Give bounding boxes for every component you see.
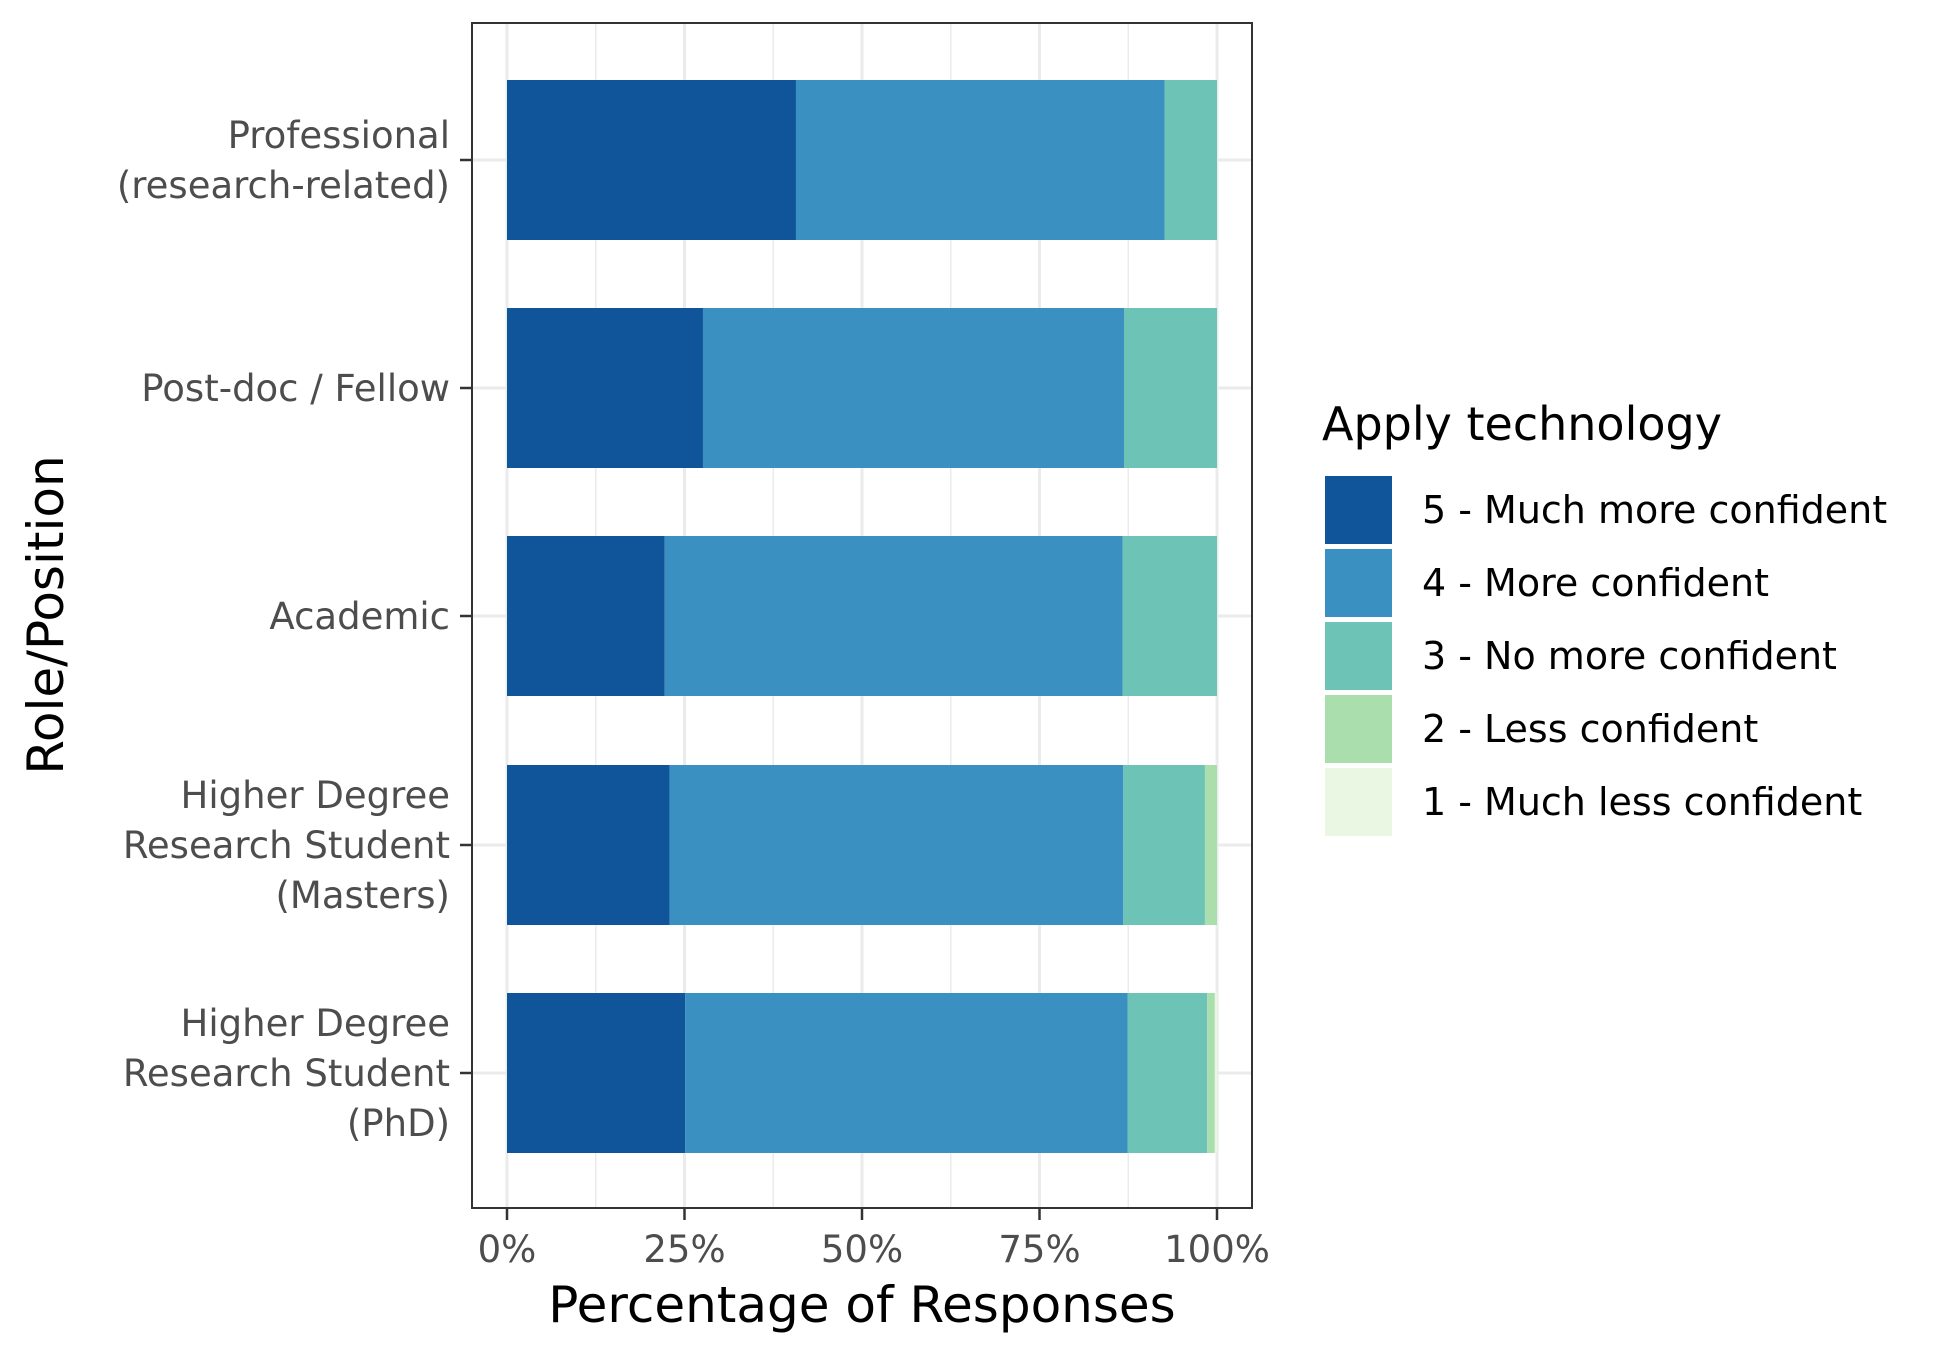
x-axis-title: Percentage of Responses bbox=[548, 1276, 1175, 1334]
bars bbox=[507, 80, 1217, 1153]
bar-segment bbox=[685, 993, 1128, 1153]
x-tick-label: 50% bbox=[821, 1228, 903, 1271]
y-tick-label-line: Research Student bbox=[123, 1052, 450, 1095]
y-tick-label-line: Academic bbox=[269, 595, 450, 638]
legend-key bbox=[1325, 768, 1392, 836]
y-tick-label: Professional (research-related) bbox=[117, 114, 450, 207]
legend-label: 4 - More confident bbox=[1422, 561, 1769, 605]
y-tick-label-line: (PhD) bbox=[347, 1102, 450, 1145]
bar-segment bbox=[507, 993, 686, 1153]
bar-segment bbox=[1123, 308, 1217, 468]
legend-label: 2 - Less confident bbox=[1422, 707, 1758, 751]
bar-segment bbox=[1214, 993, 1217, 1153]
legend-key bbox=[1325, 695, 1392, 763]
x-axis: 0% 25% 50% 75% 100% bbox=[478, 1208, 1270, 1271]
bar-segment bbox=[507, 308, 703, 468]
legend-key bbox=[1325, 476, 1392, 544]
bar-segment bbox=[669, 765, 1124, 925]
x-tick-label: 25% bbox=[643, 1228, 725, 1271]
bar-segment bbox=[1127, 993, 1208, 1153]
bar-segment bbox=[1122, 536, 1217, 696]
bar-segment bbox=[1207, 993, 1215, 1153]
x-tick-label: 100% bbox=[1164, 1228, 1270, 1271]
legend-label: 1 - Much less confident bbox=[1422, 780, 1862, 824]
legend-label: 5 - Much more confident bbox=[1422, 488, 1887, 532]
bar-segment bbox=[1204, 765, 1217, 925]
bar-segment bbox=[507, 536, 665, 696]
bar-segment bbox=[1164, 80, 1217, 240]
bar-segment bbox=[1123, 765, 1205, 925]
y-tick-label-line: Higher Degree bbox=[181, 774, 450, 817]
y-tick-label: Post-doc / Fellow bbox=[141, 367, 450, 410]
bar-segment bbox=[507, 765, 670, 925]
y-axis-title: Role/Position bbox=[17, 455, 75, 774]
y-tick-label: Higher Degree Research Student (Masters) bbox=[123, 774, 450, 917]
y-tick-label-line: Research Student bbox=[123, 824, 450, 867]
y-tick-label: Higher Degree Research Student (PhD) bbox=[123, 1002, 450, 1145]
legend-title: Apply technology bbox=[1322, 397, 1722, 451]
y-tick-label-line: Post-doc / Fellow bbox=[141, 367, 450, 410]
x-tick-label: 75% bbox=[998, 1228, 1080, 1271]
y-tick-label-line: Professional bbox=[228, 114, 450, 157]
legend-label: 3 - No more confident bbox=[1422, 634, 1837, 678]
legend: Apply technology 5 - Much more confident… bbox=[1322, 397, 1887, 836]
bar-segment bbox=[507, 80, 796, 240]
legend-key bbox=[1325, 549, 1392, 617]
legend-key bbox=[1325, 622, 1392, 690]
bar-segment bbox=[702, 308, 1124, 468]
y-axis: Professional (research-related) Post-doc /… bbox=[117, 114, 472, 1145]
bar-segment bbox=[664, 536, 1123, 696]
y-tick-label-line: (Masters) bbox=[275, 874, 450, 917]
y-tick-label-line: (research-related) bbox=[117, 164, 450, 207]
y-tick-label-line: Higher Degree bbox=[181, 1002, 450, 1045]
x-tick-label: 0% bbox=[478, 1228, 537, 1271]
y-tick-label: Academic bbox=[269, 595, 450, 638]
bar-segment bbox=[795, 80, 1165, 240]
